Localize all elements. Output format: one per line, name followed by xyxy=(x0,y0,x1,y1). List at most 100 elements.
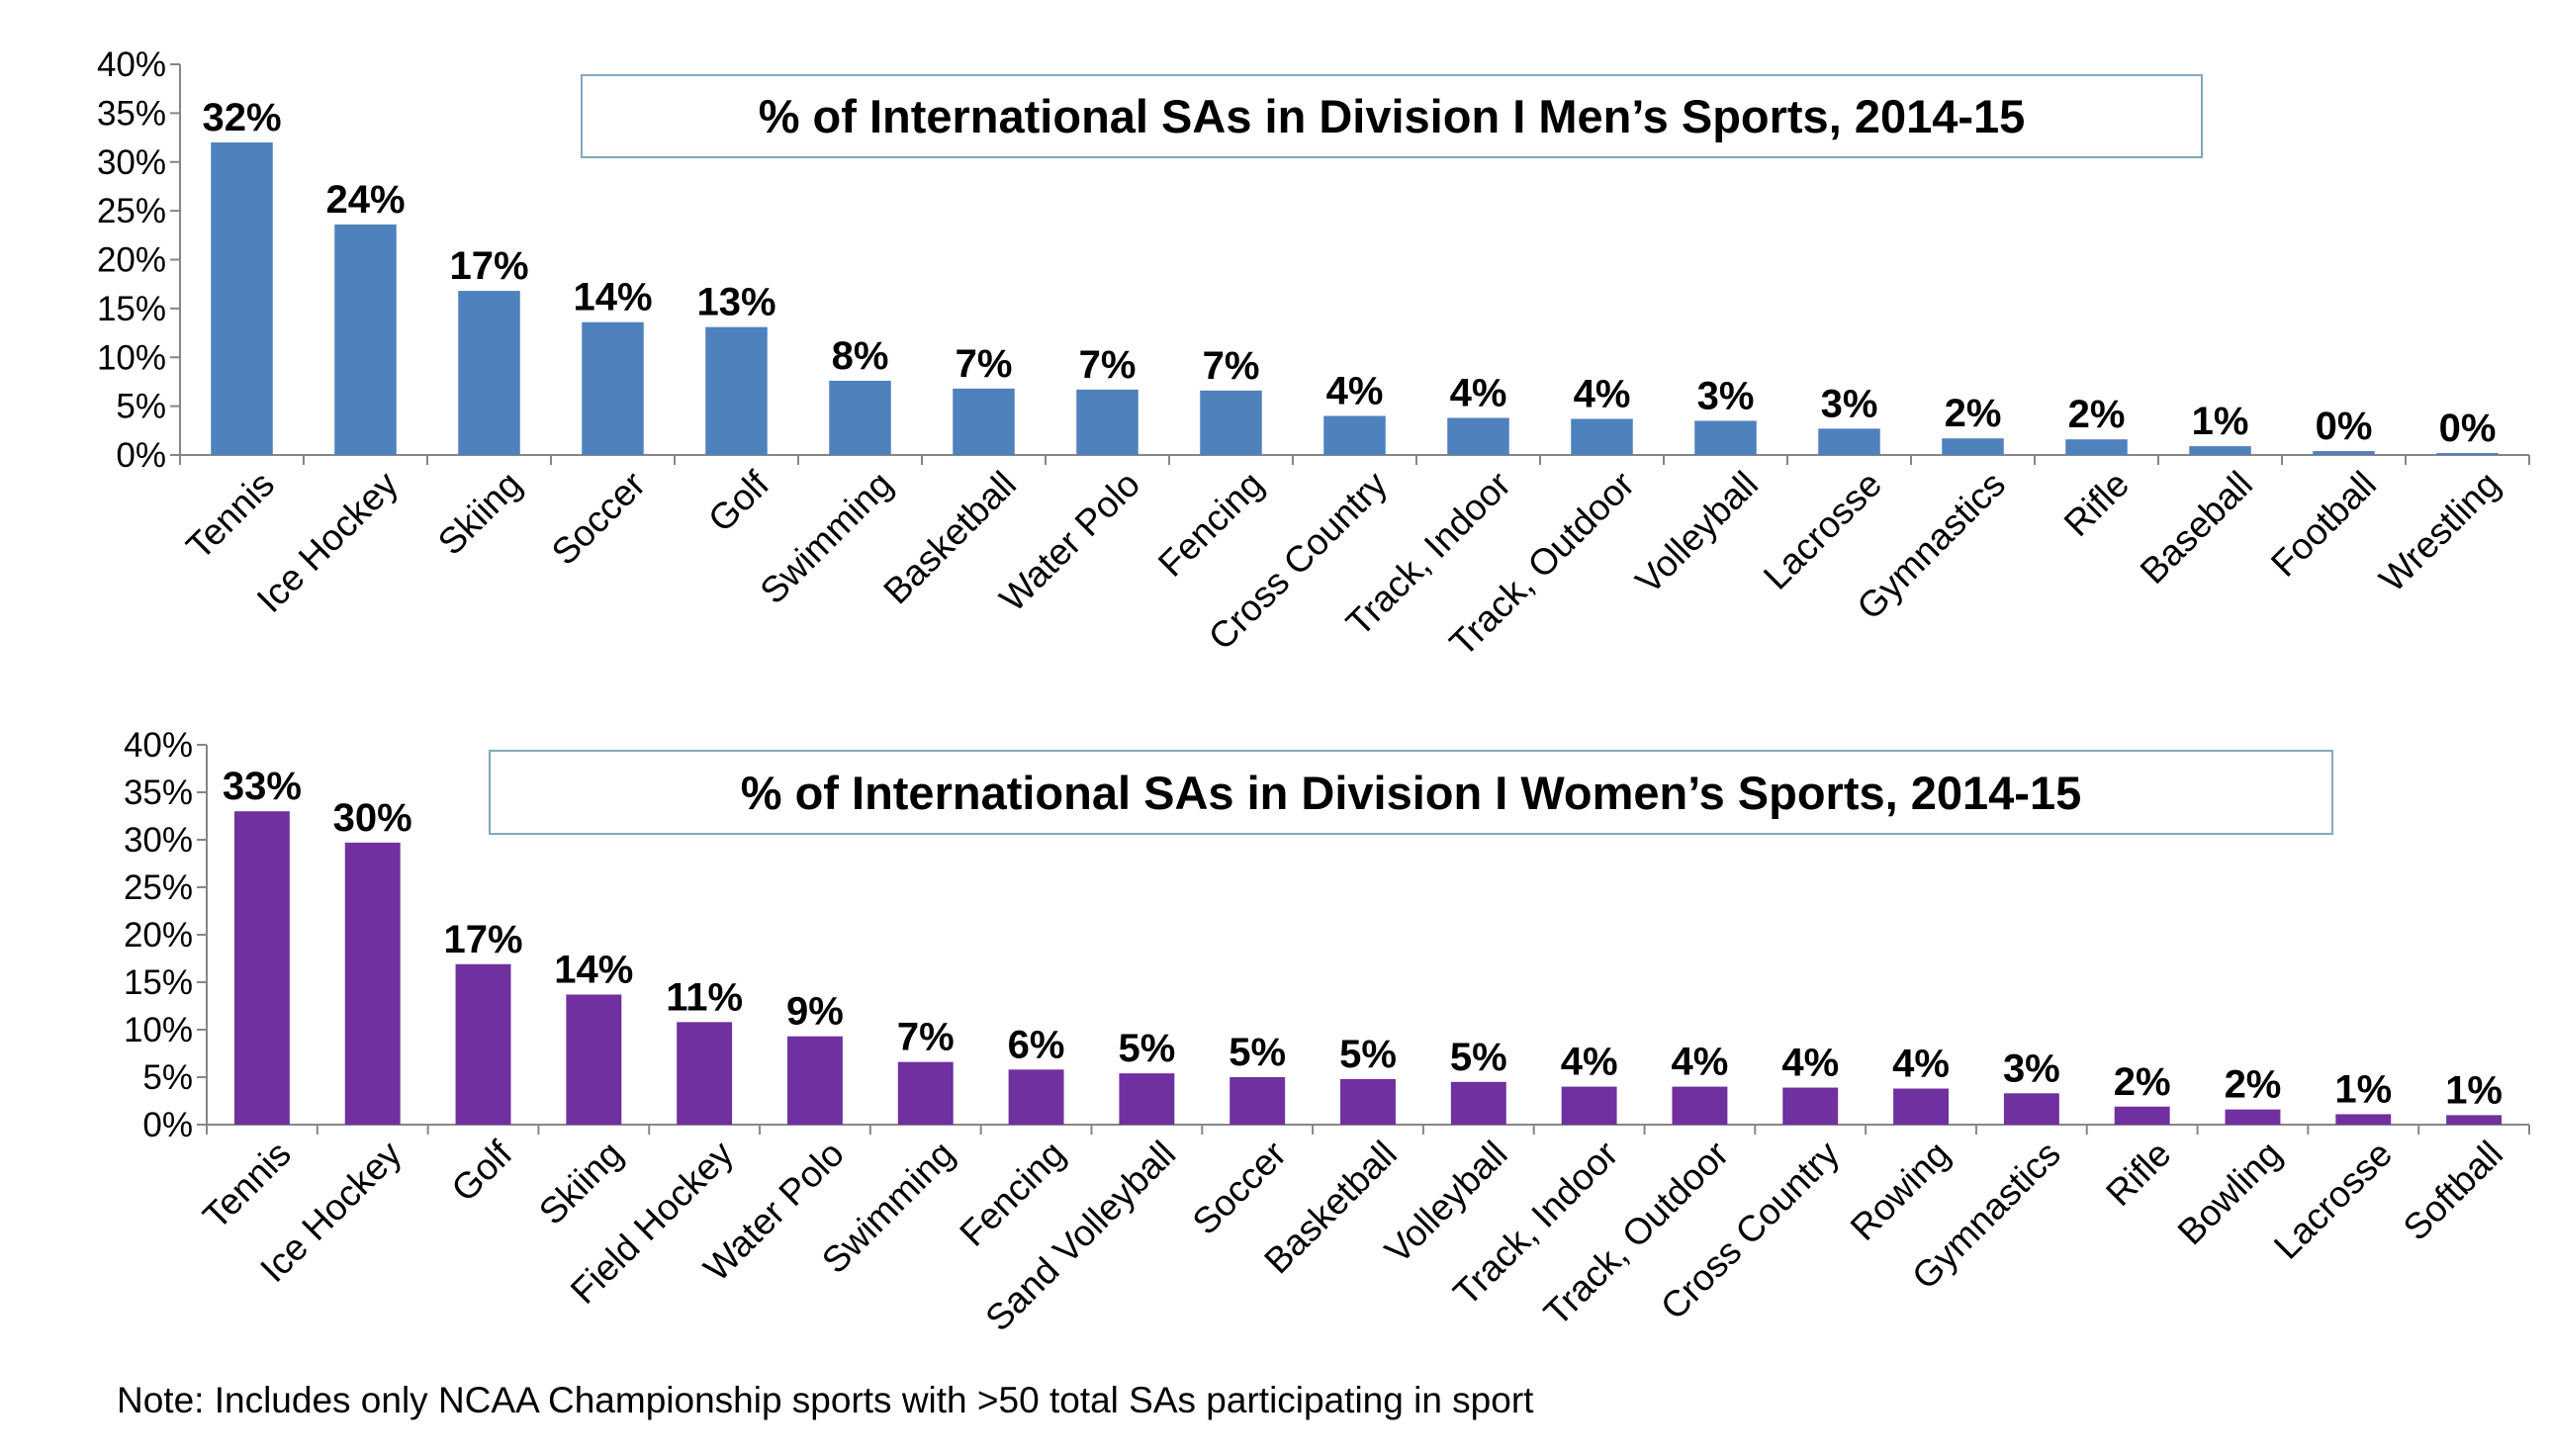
men-y-tick-label: 25% xyxy=(97,192,166,230)
women-bar xyxy=(2225,1109,2281,1125)
women-bar xyxy=(2446,1115,2503,1125)
men-bar xyxy=(458,291,520,455)
women-y-tick-label: 35% xyxy=(124,774,193,812)
women-data-label: 5% xyxy=(1339,1033,1397,1076)
men-bar xyxy=(2436,453,2499,455)
women-data-label: 4% xyxy=(1672,1041,1729,1084)
women-bar xyxy=(2335,1114,2392,1125)
women-data-label: 7% xyxy=(897,1016,955,1059)
women-bar xyxy=(2003,1093,2059,1125)
women-y-tick-label: 20% xyxy=(124,916,193,955)
women-category-label: Rifle xyxy=(2098,1134,2178,1214)
men-bar xyxy=(829,380,891,455)
men-chart-title: % of International SAs in Division I Men… xyxy=(581,74,2203,158)
women-data-label: 30% xyxy=(333,796,412,840)
women-data-label: 17% xyxy=(443,918,522,961)
women-bar xyxy=(677,1022,733,1125)
men-data-label: 13% xyxy=(696,281,775,324)
men-data-label: 3% xyxy=(1697,374,1755,417)
men-data-label: 14% xyxy=(573,276,652,319)
women-data-label: 4% xyxy=(1892,1043,1950,1086)
women-bar xyxy=(566,994,622,1125)
men-bar xyxy=(1323,415,1386,455)
men-data-label: 7% xyxy=(1079,343,1137,387)
women-bar xyxy=(1119,1073,1175,1125)
men-bar xyxy=(1447,417,1509,455)
men-bar xyxy=(1818,428,1880,455)
men-bar xyxy=(582,321,644,455)
men-y-tick-label: 20% xyxy=(97,241,166,280)
men-data-label: 4% xyxy=(1574,372,1631,415)
men-data-label: 2% xyxy=(2068,393,2126,436)
men-bar xyxy=(2313,451,2375,455)
men-y-tick-label: 0% xyxy=(116,436,166,475)
men-bar xyxy=(705,326,768,455)
women-bar xyxy=(1450,1081,1506,1125)
women-data-label: 5% xyxy=(1118,1027,1175,1070)
women-category-label: Sand Volleyball xyxy=(977,1134,1183,1339)
women-bar xyxy=(1893,1088,1949,1125)
men-data-label: 1% xyxy=(2192,400,2249,443)
women-data-label: 14% xyxy=(554,948,633,991)
women-bar xyxy=(1340,1078,1396,1125)
women-category-label: Soccer xyxy=(1185,1134,1294,1242)
women-bar xyxy=(897,1061,954,1125)
men-bar xyxy=(211,142,273,455)
men-y-tick-label: 10% xyxy=(97,338,166,377)
women-category-label: Skiing xyxy=(531,1134,630,1232)
women-category-label: Tennis xyxy=(195,1134,299,1237)
women-bar xyxy=(1782,1087,1839,1125)
women-y-tick-label: 0% xyxy=(142,1106,193,1144)
men-bar xyxy=(1694,420,1757,455)
men-data-label: 4% xyxy=(1450,371,1507,414)
women-bar xyxy=(2114,1106,2170,1125)
women-y-tick-label: 25% xyxy=(124,868,193,907)
women-data-label: 9% xyxy=(786,990,844,1034)
men-bar xyxy=(1076,389,1138,455)
men-bar xyxy=(334,224,397,455)
women-y-tick-label: 5% xyxy=(142,1058,193,1097)
women-category-label: Rowing xyxy=(1843,1134,1958,1248)
men-bar xyxy=(1200,390,1262,455)
footnote: Note: Includes only NCAA Championship sp… xyxy=(117,1380,1534,1420)
men-data-label: 24% xyxy=(325,178,405,222)
men-y-tick-label: 30% xyxy=(97,143,166,182)
men-data-label: 4% xyxy=(1326,370,1384,413)
women-data-label: 4% xyxy=(1781,1042,1839,1085)
women-bar xyxy=(1672,1086,1728,1125)
men-bar xyxy=(2189,446,2251,455)
women-category-label: Softball xyxy=(2396,1134,2510,1248)
men-data-label: 2% xyxy=(1945,392,2002,435)
men-bar xyxy=(2065,439,2128,455)
men-data-label: 7% xyxy=(956,342,1013,386)
women-y-tick-label: 10% xyxy=(124,1011,193,1049)
men-data-label: 7% xyxy=(1203,344,1260,388)
women-sports-bar-chart: 0%5%10%15%20%25%30%35%40%33%Tennis30%Ice… xyxy=(124,726,2530,1339)
women-data-label: 6% xyxy=(1008,1023,1065,1066)
men-bar xyxy=(953,388,1015,455)
women-category-label: Golf xyxy=(444,1133,520,1209)
men-data-label: 8% xyxy=(832,334,889,378)
men-data-label: 32% xyxy=(202,96,281,139)
women-bar xyxy=(1561,1086,1617,1125)
men-bar xyxy=(1571,418,1633,455)
women-data-label: 1% xyxy=(2334,1067,2392,1111)
women-data-label: 5% xyxy=(1450,1036,1507,1079)
men-sports-bar-chart: 0%5%10%15%20%25%30%35%40%32%Tennis24%Ice… xyxy=(97,46,2530,664)
women-chart-title: % of International SAs in Division I Wom… xyxy=(489,750,2333,835)
women-data-label: 3% xyxy=(2003,1046,2060,1090)
women-data-label: 5% xyxy=(1229,1031,1286,1074)
men-y-tick-label: 15% xyxy=(97,290,166,328)
women-y-tick-label: 30% xyxy=(124,821,193,860)
women-bar xyxy=(344,842,401,1125)
women-data-label: 4% xyxy=(1561,1041,1618,1084)
women-data-label: 2% xyxy=(2225,1063,2282,1107)
men-y-tick-label: 35% xyxy=(97,94,166,133)
men-data-label: 0% xyxy=(2316,405,2373,448)
women-y-tick-label: 40% xyxy=(124,726,193,765)
women-bar xyxy=(787,1036,843,1125)
women-bar xyxy=(233,811,290,1125)
women-y-tick-label: 15% xyxy=(124,963,193,1002)
men-bar xyxy=(1942,438,2004,455)
